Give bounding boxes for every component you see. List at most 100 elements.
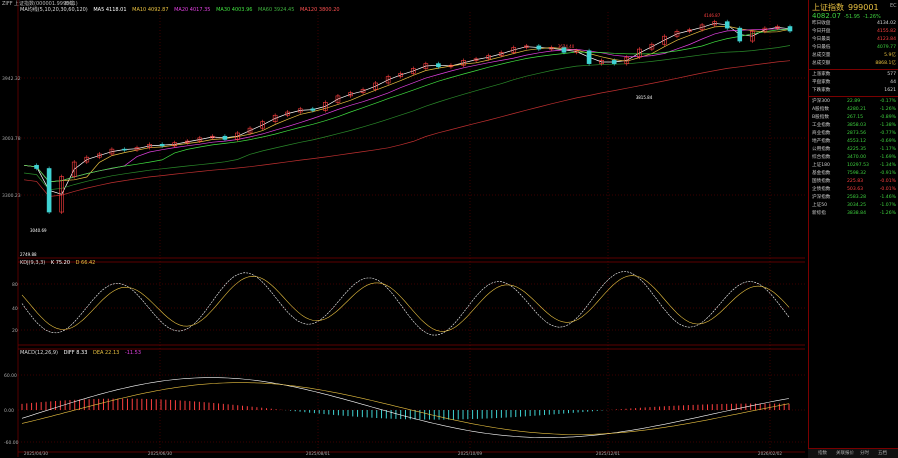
quote-label: 基金指数: [812, 171, 831, 176]
quote-row[interactable]: 平盘家数 44: [812, 79, 896, 87]
quote-row[interactable]: 商业指数 2873.56 -0.77%: [812, 130, 896, 138]
quote-row[interactable]: 企债指数 503.63 -0.01%: [812, 186, 896, 194]
macd-value: -11.53: [124, 350, 142, 356]
quote-row[interactable]: 综合指数 3470.00 -1.69%: [812, 154, 896, 162]
quote-label: 今日开盘: [812, 29, 831, 34]
kdj-tick-label: 20: [12, 328, 18, 334]
quote-row[interactable]: B股指数 267.15 -0.89%: [812, 114, 896, 122]
macd-legend: MACD(12,26,9) DIFF 8.33 DEA 22.13 -11.53: [20, 350, 145, 356]
security-title[interactable]: 上证指数(000001.999001): [14, 1, 78, 7]
candle-body: [662, 35, 667, 45]
candle-body: [637, 48, 642, 58]
quote-label: 综合指数: [812, 155, 831, 160]
quote-row[interactable]: 工业指数 3858.03 -1.38%: [812, 122, 896, 130]
quote-label: B股指数: [812, 115, 829, 120]
quote-row[interactable]: 今日开盘 4155.82: [812, 28, 896, 36]
quote-label: 沪深300: [812, 99, 830, 104]
price-line: 4082.07 -51.95 -1.26%: [812, 12, 884, 20]
quote-row[interactable]: 总成交量 5.9亿: [812, 52, 896, 60]
tab-related[interactable]: 关联报价: [836, 451, 854, 456]
ma5-line: [23, 22, 791, 195]
quote-value: -0.01%: [879, 187, 896, 192]
kdj-d-line: [21, 275, 790, 332]
ma20-value: MA20 4017.35: [174, 7, 211, 13]
y-tick-label: 3300.23: [2, 193, 21, 199]
local-low-annotation: 3815.84: [636, 95, 653, 100]
ma30-value: MA30 4003.96: [216, 7, 253, 13]
tab-level5[interactable]: 五档: [878, 451, 887, 456]
quote-row[interactable]: 上涨家数 577: [812, 71, 896, 79]
quote-value: 4134.02: [877, 21, 896, 26]
ec-button[interactable]: EC: [890, 3, 897, 9]
toolbar-item[interactable]: ZIFF: [2, 1, 13, 7]
quote-value: -0.01%: [879, 179, 896, 184]
quote-value: -1.46%: [879, 195, 896, 200]
quote-row[interactable]: 昨日收盘 4134.02: [812, 20, 896, 28]
candle-body: [699, 24, 705, 31]
quote-mid: 3034.25: [847, 203, 866, 208]
quote-mid: 225.83: [847, 179, 864, 184]
candle-body: [461, 60, 466, 66]
candle-body: [172, 142, 177, 147]
quote-label: 平盘家数: [812, 80, 831, 85]
high-annotation: 3674.40: [558, 44, 575, 49]
x-tick-label: 2026/02/02: [758, 451, 782, 456]
kdj-tick-label: 40: [12, 306, 18, 312]
quote-value: 1621: [884, 88, 896, 93]
quote-mid: 4553.12: [847, 139, 866, 144]
candle-body: [272, 114, 278, 123]
candle-body: [523, 45, 529, 48]
quote-row[interactable]: 公用指数 4225.35 -1.17%: [812, 146, 896, 154]
candle-body: [134, 147, 140, 151]
quote-value: -1.26%: [879, 211, 896, 216]
quote-row[interactable]: 下跌家数 1621: [812, 87, 896, 95]
quote-label: 地产指数: [812, 139, 831, 144]
candle-body: [737, 27, 743, 42]
quote-row[interactable]: 沪深300 22.89 -0.17%: [812, 98, 896, 106]
tab-timeshare[interactable]: 分时: [860, 451, 869, 456]
candle-body: [724, 21, 730, 29]
quote-label: 工业指数: [812, 123, 831, 128]
candle-body: [486, 55, 491, 60]
candle-body: [184, 140, 190, 143]
quote-row[interactable]: 地产指数 4553.12 -0.69%: [812, 138, 896, 146]
quote-row[interactable]: 今日最低 4079.77: [812, 44, 896, 52]
quote-row[interactable]: 总成交额 8868.1亿: [812, 60, 896, 68]
quote-row[interactable]: 今日最高 4123.84: [812, 36, 896, 44]
quote-value: 8868.1亿: [875, 61, 896, 66]
kdj-panel: [21, 271, 790, 336]
candle-body: [247, 127, 253, 134]
quote-row[interactable]: 国债指数 225.83 -0.01%: [812, 178, 896, 186]
quote-value: -1.07%: [879, 203, 896, 208]
candle-body: [197, 137, 203, 142]
ma120-line: [23, 60, 791, 197]
candle-body: [410, 68, 416, 74]
kdj-legend-label: KDJ(9,3,3): [20, 260, 46, 266]
macd-tick-label: 0.00: [4, 408, 14, 414]
quote-row[interactable]: 上证180 10297.53 -1.34%: [812, 162, 896, 170]
candle-body: [775, 26, 780, 29]
kdj-tick-label: 80: [12, 282, 18, 288]
quote-value: -0.91%: [879, 171, 896, 176]
quote-label: A股指数: [812, 107, 829, 112]
quote-row[interactable]: 新综指 3838.84 -1.26%: [812, 210, 896, 218]
quote-row[interactable]: 沪深指数 2583.28 -1.46%: [812, 194, 896, 202]
candle-body: [34, 164, 39, 169]
candle-body: [574, 50, 579, 53]
tab-index[interactable]: 指数: [818, 451, 827, 456]
price-chart[interactable]: 3942.32 3003.78 3300.23 80 40 20 60.00 0.00 -60.…: [0, 0, 808, 457]
candle-body: [122, 148, 127, 151]
period-selector[interactable]: 日线: [64, 1, 75, 7]
quote-mid: 3470.00: [847, 155, 866, 160]
candle-body: [473, 58, 479, 61]
candle-body: [762, 27, 768, 32]
quote-row[interactable]: 基金指数 7598.32 -0.91%: [812, 170, 896, 178]
quote-row[interactable]: 上证50 3034.25 -1.07%: [812, 202, 896, 210]
security-name: 上证指数: [812, 3, 844, 12]
last-price: 4082.07: [812, 12, 841, 20]
quote-label: 上证50: [812, 203, 828, 208]
ma5-value: MA5 4118.01: [93, 7, 127, 13]
quote-mid: 7598.32: [847, 171, 866, 176]
macd-dif-value: DIFF 8.33: [63, 350, 88, 356]
quote-row[interactable]: A股指数 4280.21 -1.26%: [812, 106, 896, 114]
